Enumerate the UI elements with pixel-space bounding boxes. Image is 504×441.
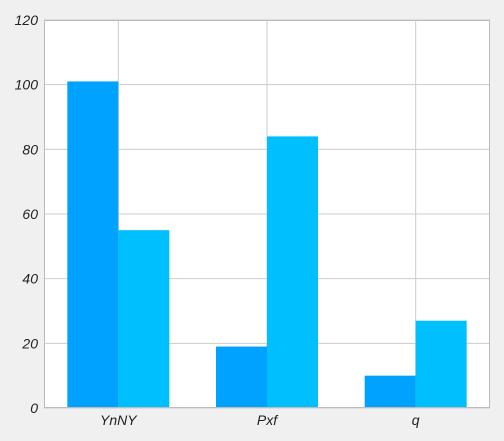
- x-tick-label: YnNY: [100, 412, 138, 428]
- x-tick-label: Pxf: [257, 412, 279, 428]
- x-tick-label: q: [412, 412, 420, 428]
- y-tick-label: 20: [21, 335, 38, 351]
- bar-pxf-series-2: [267, 136, 318, 408]
- bar-pxf-series-1: [216, 346, 267, 408]
- y-tick-label: 0: [30, 400, 38, 416]
- y-tick-label: 100: [15, 77, 39, 93]
- y-axis: 0 20 40 60 80 100 120: [15, 12, 39, 416]
- y-tick-label: 60: [22, 206, 38, 222]
- bar-ynny-series-1: [67, 81, 119, 408]
- bar-q-series-1: [364, 375, 416, 408]
- y-tick-label: 120: [15, 12, 39, 28]
- bar-ynny-series-2: [118, 230, 170, 408]
- bar-q-series-2: [415, 320, 467, 408]
- x-axis: YnNY Pxf q: [100, 412, 420, 428]
- bars: [67, 81, 467, 408]
- y-tick-label: 40: [22, 271, 38, 287]
- plot-frame: [44, 20, 490, 408]
- y-tick-label: 80: [22, 141, 38, 157]
